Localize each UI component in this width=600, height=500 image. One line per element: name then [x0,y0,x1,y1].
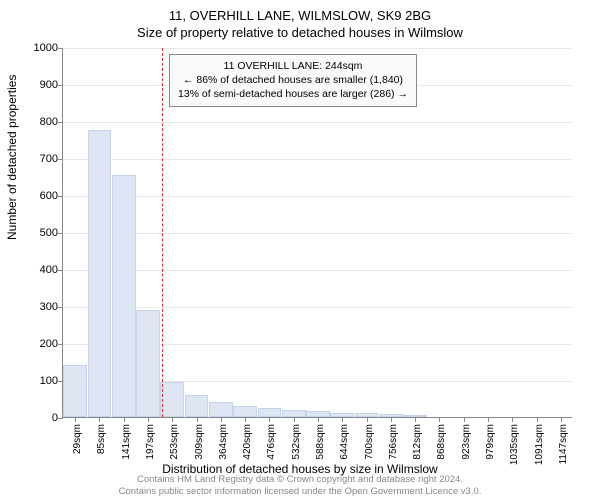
xtick-mark [197,417,198,422]
xtick-mark [294,417,295,422]
xtick-mark [269,417,270,422]
xtick-label: 532sqm [291,424,302,460]
ytick-mark [58,48,63,49]
ytick-mark [58,307,63,308]
bar [112,175,136,417]
gridline [63,233,573,234]
xtick-label: 700sqm [364,424,375,460]
ytick-label: 1000 [18,42,58,54]
annotation-box: 11 OVERHILL LANE: 244sqm← 86% of detache… [169,54,417,107]
title-sub: Size of property relative to detached ho… [0,25,600,40]
gridline [63,307,573,308]
footer-line1: Contains HM Land Registry data © Crown c… [0,474,600,486]
xtick-mark [124,417,125,422]
gridline [63,159,573,160]
ytick-label: 200 [18,338,58,350]
ytick-mark [58,85,63,86]
xtick-mark [221,417,222,422]
xtick-label: 197sqm [145,424,156,460]
xtick-label: 420sqm [242,424,253,460]
ytick-label: 900 [18,79,58,91]
ytick-label: 300 [18,301,58,313]
xtick-label: 364sqm [218,424,229,460]
xtick-mark [537,417,538,422]
xtick-mark [245,417,246,422]
xtick-mark [415,417,416,422]
xtick-label: 85sqm [96,424,107,454]
gridline [63,270,573,271]
footer: Contains HM Land Registry data © Crown c… [0,474,600,498]
ytick-mark [58,270,63,271]
xtick-mark [172,417,173,422]
bar [136,310,160,417]
ytick-mark [58,344,63,345]
xtick-mark [367,417,368,422]
xtick-mark [148,417,149,422]
xtick-label: 1035sqm [509,424,520,465]
xtick-label: 1091sqm [534,424,545,465]
xtick-label: 644sqm [339,424,350,460]
xtick-mark [391,417,392,422]
xtick-label: 979sqm [485,424,496,460]
ytick-label: 600 [18,190,58,202]
bar [282,410,306,417]
bar [88,130,112,417]
xtick-label: 141sqm [121,424,132,460]
xtick-mark [512,417,513,422]
annotation-line: 13% of semi-detached houses are larger (… [178,87,408,101]
reference-line [162,48,163,417]
xtick-mark [561,417,562,422]
xtick-label: 1147sqm [558,424,569,464]
xtick-label: 923sqm [461,424,472,460]
ytick-label: 100 [18,375,58,387]
xtick-mark [488,417,489,422]
bar [209,402,233,417]
ytick-mark [58,159,63,160]
xtick-label: 309sqm [194,424,205,460]
ytick-label: 800 [18,116,58,128]
ytick-label: 0 [18,412,58,424]
ytick-label: 500 [18,227,58,239]
xtick-mark [75,417,76,422]
bar [233,406,257,417]
bar [160,382,184,417]
xtick-mark [99,417,100,422]
footer-line2: Contains public sector information licen… [0,486,600,498]
bar [258,408,282,417]
xtick-label: 756sqm [388,424,399,460]
ytick-mark [58,122,63,123]
xtick-label: 588sqm [315,424,326,460]
annotation-line: 11 OVERHILL LANE: 244sqm [178,59,408,73]
xtick-mark [439,417,440,422]
gridline [63,196,573,197]
ytick-mark [58,233,63,234]
xtick-mark [318,417,319,422]
xtick-mark [342,417,343,422]
title-main: 11, OVERHILL LANE, WILMSLOW, SK9 2BG [0,8,600,23]
bar [185,395,209,417]
xtick-label: 253sqm [169,424,180,460]
xtick-label: 476sqm [266,424,277,460]
bar [63,365,87,417]
annotation-line: ← 86% of detached houses are smaller (1,… [178,73,408,87]
plot: 11 OVERHILL LANE: 244sqm← 86% of detache… [62,48,572,418]
xtick-label: 29sqm [72,424,83,454]
xtick-label: 812sqm [412,424,423,460]
y-axis-label: Number of detached properties [5,75,19,240]
ytick-label: 400 [18,264,58,276]
chart-area: 11 OVERHILL LANE: 244sqm← 86% of detache… [62,48,572,418]
gridline [63,122,573,123]
ytick-label: 700 [18,153,58,165]
gridline [63,48,573,49]
ytick-mark [58,196,63,197]
ytick-mark [58,418,63,419]
xtick-label: 868sqm [436,424,447,460]
xtick-mark [464,417,465,422]
